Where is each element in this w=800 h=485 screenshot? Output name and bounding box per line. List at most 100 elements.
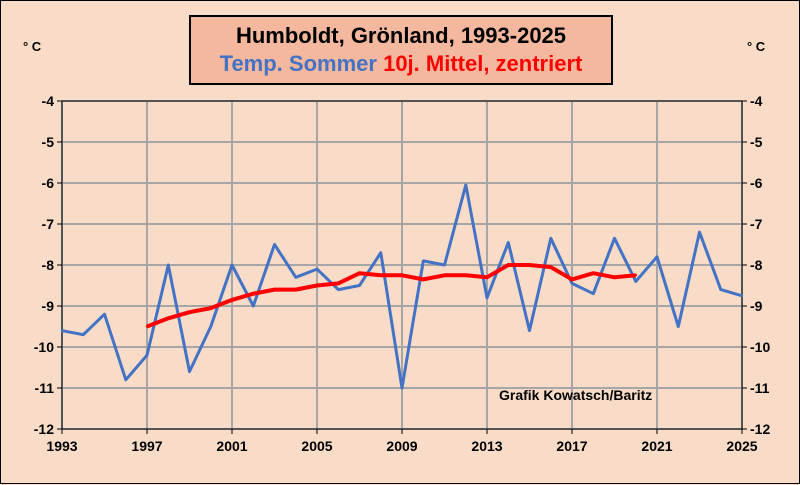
- plot-area-border: [61, 100, 743, 430]
- data-point-temp-sommer: [188, 370, 191, 373]
- data-point-temp-sommer: [485, 296, 489, 299]
- data-point-10j-mittel: [315, 284, 319, 287]
- data-point-temp-sommer: [230, 263, 234, 267]
- data-point-10j-mittel: [188, 310, 191, 314]
- x-tick-label: 2009: [386, 438, 417, 454]
- y-axis-labels: -4 -4 -5 -5 -6 -6 -7 -7 -8 -8 -9 -9 -10 -10 -11 -11 -12 -…: [34, 93, 771, 437]
- data-point-10j-mittel: [613, 276, 616, 279]
- x-tick-label: 1993: [46, 438, 77, 454]
- y-tick-label-right: -12: [750, 421, 770, 437]
- credit-text: Grafik Kowatsch/Baritz: [499, 387, 653, 403]
- data-point-10j-mittel: [464, 274, 467, 277]
- y-tick-label-right: -11: [750, 380, 770, 396]
- data-point-10j-mittel: [507, 263, 510, 267]
- data-point-temp-sommer: [677, 325, 680, 328]
- data-point-10j-mittel: [379, 274, 382, 277]
- data-point-10j-mittel: [167, 317, 170, 320]
- data-point-10j-mittel: [528, 263, 531, 267]
- legend-temp-sommer: Temp. Sommer: [219, 51, 377, 76]
- y-tick-label-left: -11: [35, 380, 55, 396]
- data-point-temp-sommer: [613, 237, 616, 240]
- y-tick-label-left: -10: [34, 339, 54, 355]
- data-point-temp-sommer: [634, 280, 637, 283]
- data-series: [60, 183, 744, 390]
- chart-title: Humboldt, Grönland, 1993-2025: [235, 23, 567, 48]
- data-point-temp-sommer: [337, 288, 340, 291]
- data-point-temp-sommer: [422, 259, 425, 263]
- data-point-10j-mittel: [443, 274, 446, 277]
- y-tick-label-left: -7: [42, 216, 55, 232]
- x-tick-label: 1997: [131, 438, 162, 454]
- axes: [57, 100, 747, 434]
- data-point-temp-sommer: [294, 276, 297, 279]
- data-point-10j-mittel: [358, 272, 361, 275]
- x-tick-label: 2017: [556, 438, 587, 454]
- data-point-temp-sommer: [698, 231, 701, 234]
- data-point-10j-mittel: [634, 274, 637, 277]
- x-tick-label: 2021: [641, 438, 672, 454]
- data-point-temp-sommer: [570, 282, 574, 285]
- data-point-10j-mittel: [485, 276, 489, 279]
- data-point-temp-sommer: [60, 329, 64, 332]
- data-point-temp-sommer: [379, 251, 382, 254]
- data-point-temp-sommer: [507, 241, 510, 244]
- data-point-10j-mittel: [337, 282, 340, 285]
- y-tick-label-right: -4: [750, 93, 763, 109]
- data-point-10j-mittel: [252, 292, 255, 295]
- y-tick-label-right: -5: [750, 134, 763, 150]
- data-point-temp-sommer: [740, 294, 744, 297]
- y-tick-label-right: -7: [750, 216, 763, 232]
- data-point-temp-sommer: [655, 255, 659, 258]
- legend-10j-mittel: 10j. Mittel, zentriert: [383, 51, 583, 76]
- x-tick-label: 2025: [726, 438, 757, 454]
- y-tick-label-left: -12: [34, 421, 54, 437]
- chart-title-box: Humboldt, Grönland, 1993-2025 Temp. Somm…: [189, 15, 613, 85]
- data-point-temp-sommer: [82, 333, 85, 336]
- data-point-temp-sommer: [145, 354, 149, 357]
- data-point-10j-mittel: [273, 288, 276, 291]
- data-point-10j-mittel: [145, 325, 149, 328]
- data-point-10j-mittel: [209, 306, 212, 310]
- data-point-temp-sommer: [400, 386, 404, 390]
- y-tick-label-right: -8: [750, 257, 763, 273]
- data-point-temp-sommer: [464, 183, 467, 187]
- y-tick-label-right: -10: [750, 339, 770, 355]
- data-point-temp-sommer: [358, 284, 361, 287]
- x-axis-labels: 1993 1997 2001 2005 2009 2013 2017 2021 2025: [46, 438, 757, 454]
- data-point-temp-sommer: [719, 288, 722, 291]
- x-tick-label: 2001: [216, 438, 247, 454]
- data-point-temp-sommer: [443, 263, 446, 267]
- y-tick-label-right: -9: [750, 298, 763, 314]
- data-point-10j-mittel: [294, 288, 297, 291]
- y-tick-label-left: -5: [42, 134, 55, 150]
- data-point-temp-sommer: [103, 313, 106, 316]
- data-point-10j-mittel: [549, 265, 552, 269]
- data-point-10j-mittel: [422, 278, 425, 281]
- y-tick-label-right: -6: [750, 175, 763, 191]
- data-point-10j-mittel: [570, 278, 574, 281]
- data-point-10j-mittel: [592, 272, 595, 275]
- data-point-temp-sommer: [549, 237, 552, 240]
- data-point-10j-mittel: [230, 298, 234, 302]
- data-point-temp-sommer: [592, 292, 595, 295]
- x-tick-label: 2013: [471, 438, 502, 454]
- y-tick-label-left: -8: [42, 257, 55, 273]
- data-point-temp-sommer: [209, 325, 212, 328]
- y-tick-label-left: -9: [42, 298, 55, 314]
- data-point-temp-sommer: [124, 378, 127, 381]
- x-tick-label: 2005: [301, 438, 332, 454]
- y-tick-label-left: -4: [42, 93, 55, 109]
- data-point-temp-sommer: [273, 243, 276, 246]
- y-axis-unit-right: ° C: [747, 39, 766, 54]
- data-point-10j-mittel: [400, 274, 404, 277]
- series-line-10j-mittel: [146, 263, 636, 329]
- y-tick-label-left: -6: [42, 175, 55, 191]
- data-point-temp-sommer: [252, 304, 255, 308]
- data-point-temp-sommer: [315, 267, 319, 271]
- data-point-temp-sommer: [167, 263, 170, 267]
- y-axis-unit-left: ° C: [23, 39, 42, 54]
- chart-subtitle: Temp. Sommer 10j. Mittel, zentriert: [191, 51, 611, 77]
- data-point-temp-sommer: [528, 329, 531, 332]
